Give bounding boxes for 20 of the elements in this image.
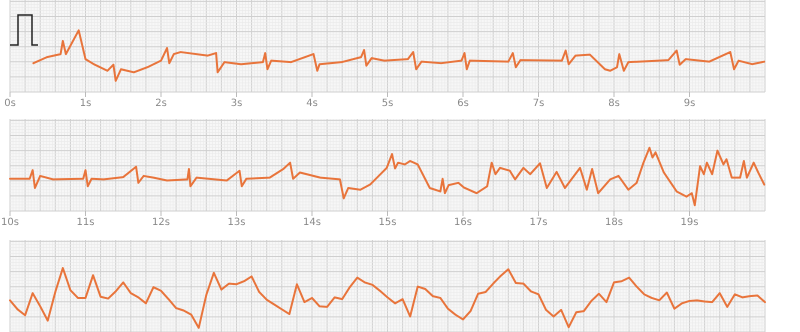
x-tick-label: 6s: [457, 98, 469, 109]
x-tick-label: 14s: [303, 217, 321, 228]
x-tick-label: 12s: [152, 217, 170, 228]
x-tick-label: 11s: [76, 217, 94, 228]
x-tick-label: 15s: [378, 217, 396, 228]
x-tick-label: 8s: [608, 98, 620, 109]
x-tick-label: 0s: [4, 98, 16, 109]
x-tick-label: 13s: [228, 217, 246, 228]
x-tick-label: 19s: [680, 217, 698, 228]
x-tick-label: 16s: [454, 217, 472, 228]
x-tick-label: 4s: [306, 98, 318, 109]
x-tick-label: 2s: [155, 98, 167, 109]
x-tick-label: 10s: [1, 217, 19, 228]
x-tick-label: 1s: [80, 98, 92, 109]
x-tick-label: 5s: [382, 98, 394, 109]
x-tick-label: 3s: [230, 98, 242, 109]
x-tick-label: 7s: [532, 98, 544, 109]
x-tick-label: 9s: [684, 98, 696, 109]
x-tick-label: 17s: [530, 217, 548, 228]
x-tick-label: 18s: [605, 217, 623, 228]
